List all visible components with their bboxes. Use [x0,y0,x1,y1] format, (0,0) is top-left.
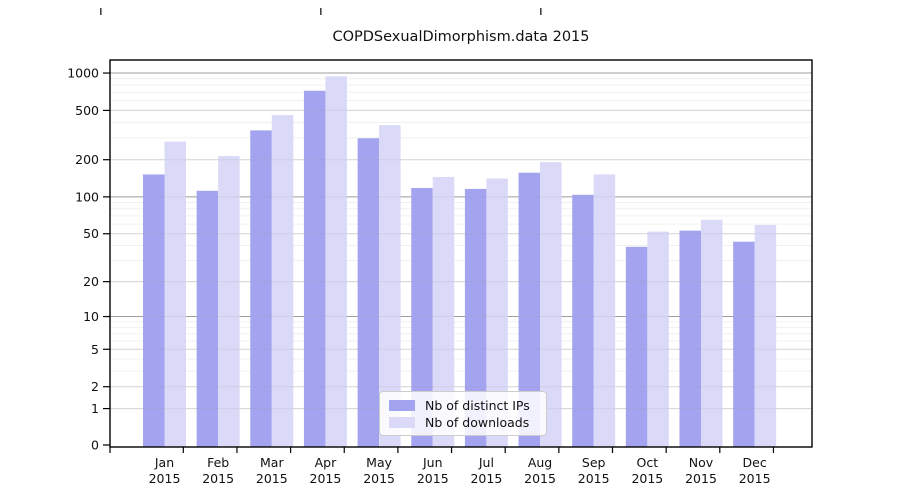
x-tick-label-year: 2015 [202,471,234,486]
x-tick-label-year: 2015 [363,471,395,486]
y-tick-label: 100 [75,189,99,204]
bar-downloads [379,125,401,447]
x-tick-label-year: 2015 [310,471,342,486]
y-tick-label: 20 [83,274,99,289]
legend-label-distinct-ips: Nb of distinct IPs [425,398,530,413]
bar-distinct-ips [464,188,487,447]
y-tick-label: 500 [75,103,99,118]
x-tick-label-month: Mar [260,455,284,470]
bar-downloads [486,178,508,447]
y-tick-label: 2 [91,379,99,394]
bar-downloads [647,231,669,447]
x-tick-label-year: 2015 [631,471,663,486]
x-tick-label-month: May [366,455,392,470]
bar-distinct-ips [572,194,594,447]
x-tick-label-month: Sep [582,455,606,470]
bar-distinct-ips [518,172,541,448]
bar-downloads [164,141,186,448]
legend-swatch-downloads [389,417,415,428]
x-tick-label-year: 2015 [739,471,771,486]
x-tick-label-month: Nov [689,455,714,470]
bar-downloads [593,174,616,447]
y-tick-label: 10 [83,309,99,324]
chart-title: COPDSexualDimorphism.data 2015 [332,29,590,45]
bar-distinct-ips [143,174,165,447]
y-tick-label: 200 [75,152,99,167]
bar-downloads [432,176,455,447]
bar-distinct-ips [250,130,272,448]
legend-item-downloads: Nb of downloads [389,414,546,431]
crop-artifact-tick [100,8,102,15]
bar-downloads [701,219,723,447]
x-tick-label-year: 2015 [578,471,610,486]
x-tick-label-year: 2015 [524,471,556,486]
x-tick-label-month: Jan [154,455,174,470]
x-tick-label-month: Apr [315,455,337,470]
bar-downloads [754,224,777,447]
y-tick-label: 0 [91,438,99,453]
y-tick-label: 1 [91,401,99,416]
x-tick-label-year: 2015 [685,471,717,486]
x-tick-label-month: Jun [422,455,443,470]
x-tick-label-month: Dec [743,455,767,470]
crop-artifact-tick [540,8,542,15]
x-tick-label-year: 2015 [149,471,181,486]
x-tick-label-month: Oct [637,455,659,470]
bar-distinct-ips [679,230,701,447]
bar-downloads [540,162,562,447]
y-tick-label: 1000 [67,66,99,81]
x-tick-label-year: 2015 [256,471,288,486]
x-tick-label-month: Feb [207,455,229,470]
bar-distinct-ips [357,138,380,447]
legend-item-distinct-ips: Nb of distinct IPs [389,397,546,414]
x-tick-label-month: Jul [478,455,494,470]
bar-distinct-ips [625,246,648,447]
bar-distinct-ips [303,90,326,448]
x-tick-label-year: 2015 [417,471,449,486]
y-tick-label: 50 [83,226,99,241]
bar-downloads [218,156,240,448]
x-tick-label-year: 2015 [470,471,502,486]
bar-distinct-ips [411,188,433,447]
axis-frame [109,59,813,448]
legend-box: Nb of distinct IPs Nb of downloads [379,391,547,436]
bar-distinct-ips [196,190,219,447]
bar-distinct-ips [733,241,755,447]
bar-downloads [325,76,347,447]
legend-label-downloads: Nb of downloads [425,415,530,430]
x-tick-label-month: Aug [528,455,552,470]
bar-downloads [271,115,294,447]
y-tick-label: 5 [91,342,99,357]
legend-swatch-distinct-ips [389,400,415,411]
crop-artifact-tick [320,8,322,15]
